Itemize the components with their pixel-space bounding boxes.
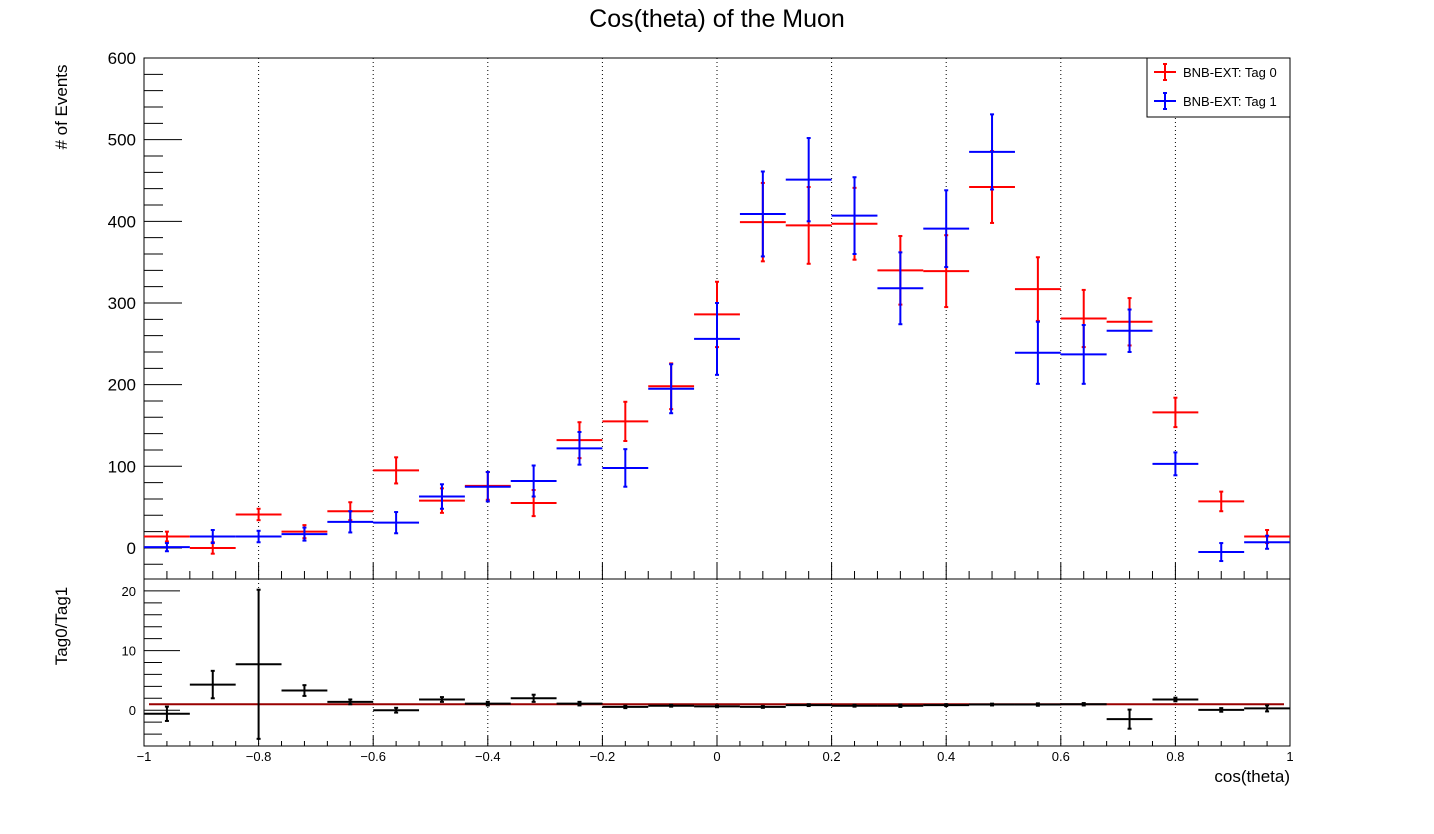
events-point — [1198, 542, 1245, 563]
x-tick-label: 1 — [1286, 749, 1293, 764]
ratio-point — [831, 703, 878, 708]
chart-title: Cos(theta) of the Muon — [589, 5, 845, 33]
x-tick-label: 0.8 — [1166, 749, 1184, 764]
ratio-y-tick-label: 0 — [129, 703, 136, 718]
ratio-point — [969, 702, 1015, 707]
events-point — [419, 483, 465, 510]
x-tick-label: −1 — [137, 749, 152, 764]
ratio-point — [1244, 704, 1290, 713]
events-point — [235, 507, 282, 522]
events-point — [327, 510, 374, 534]
ratio-point — [373, 706, 420, 714]
x-tick-label: 0.4 — [937, 749, 955, 764]
ratio-point — [556, 700, 603, 707]
x-tick-label: 0.6 — [1052, 749, 1070, 764]
events-point — [831, 176, 878, 255]
events-point — [1152, 451, 1199, 477]
events-point — [739, 170, 786, 258]
ratio-point — [235, 588, 282, 740]
events-point — [144, 530, 190, 543]
x-tick-label: −0.6 — [360, 749, 386, 764]
ratio-series-0 — [144, 588, 1290, 740]
events-point — [235, 529, 282, 544]
events-point — [1106, 308, 1153, 353]
x-tick-label: 0.2 — [823, 749, 841, 764]
ratio-point — [464, 700, 511, 707]
y-tick-label: 100 — [108, 457, 136, 476]
ratio-point — [877, 703, 924, 708]
events-point — [373, 511, 420, 535]
legend-box — [1146, 57, 1291, 118]
ratio-point — [1152, 696, 1199, 703]
ratio-point — [648, 703, 695, 708]
ratio-y-tick-label: 10 — [122, 644, 136, 659]
ratio-point — [510, 693, 557, 703]
events-point — [602, 448, 649, 488]
events-point — [969, 113, 1015, 191]
ratio-point — [739, 705, 786, 709]
events-point — [1244, 534, 1290, 550]
y-tick-label: 300 — [108, 294, 136, 313]
legend-label: BNB-EXT: Tag 0 — [1183, 65, 1277, 80]
events-point — [602, 400, 649, 442]
events-point — [1014, 320, 1061, 385]
events-point — [510, 464, 557, 498]
legend: BNB-EXT: Tag 0 BNB-EXT: Tag 1 — [1146, 57, 1291, 118]
events-point — [648, 363, 695, 415]
ratio-point — [419, 696, 465, 703]
ratio-point — [1198, 707, 1245, 713]
x-tick-label: 0 — [713, 749, 720, 764]
events-point — [144, 542, 190, 553]
ratio-point — [602, 704, 649, 710]
legend-entry: BNB-EXT: Tag 1 — [1154, 92, 1277, 110]
x-axis-label: cos(theta) — [1214, 767, 1290, 786]
y-tick-label: 400 — [108, 212, 136, 231]
legend-label: BNB-EXT: Tag 1 — [1183, 94, 1277, 109]
events-point — [464, 471, 511, 503]
y-axis-label: # of Events — [52, 64, 71, 149]
x-tick-label: −0.4 — [475, 749, 501, 764]
events-point — [1060, 324, 1107, 385]
events-series-1 — [144, 113, 1290, 563]
y-tick-label: 0 — [127, 539, 136, 558]
events-point — [556, 431, 603, 466]
events-point — [785, 137, 832, 223]
y-tick-label: 600 — [108, 49, 136, 68]
events-point — [923, 189, 970, 269]
ratio-panel: 0 10 20 −1 −0.8 −0.6 −0.4 −0.2 0 0.2 0.4 0.6 0.8 1 T… — [52, 578, 1294, 786]
x-tick-label: −0.8 — [246, 749, 272, 764]
events-point — [877, 251, 924, 326]
y-tick-label: 200 — [108, 376, 136, 395]
ratio-plot-frame — [143, 578, 1291, 747]
ratio-point — [1060, 702, 1107, 707]
ratio-point — [327, 698, 374, 706]
events-point — [373, 456, 420, 485]
y-tick-label: 500 — [108, 131, 136, 150]
ratio-point — [923, 703, 970, 708]
events-point — [1198, 490, 1245, 513]
events-point — [1014, 256, 1061, 322]
ratio-y-axis-label: Tag0/Tag1 — [52, 587, 71, 665]
ratio-point — [694, 704, 740, 709]
top-panel: 0 100 200 300 400 500 600 # of Events — [52, 49, 1291, 580]
ratio-point — [1106, 708, 1153, 730]
ratio-point — [1014, 702, 1061, 707]
events-point — [189, 529, 236, 545]
legend-entry: BNB-EXT: Tag 0 — [1154, 63, 1277, 81]
ratio-point — [189, 669, 236, 700]
ratio-point — [785, 703, 832, 708]
events-point — [281, 526, 328, 542]
events-point — [694, 301, 740, 376]
events-point — [1152, 396, 1199, 429]
ratio-point — [281, 684, 328, 697]
x-tick-label: −0.2 — [590, 749, 616, 764]
ratio-y-tick-label: 20 — [122, 584, 136, 599]
ratio-point — [144, 705, 190, 722]
